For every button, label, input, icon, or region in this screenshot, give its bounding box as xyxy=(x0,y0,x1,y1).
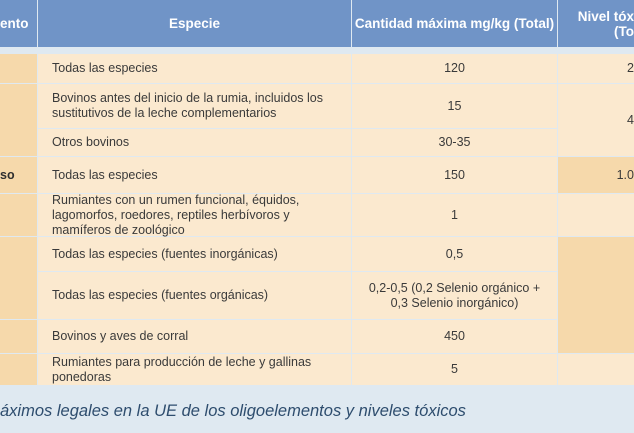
table-row-max: 150 xyxy=(352,157,557,193)
element-cell xyxy=(0,320,37,353)
element-cell: so xyxy=(0,157,37,193)
table-row-toxic xyxy=(558,194,634,236)
table-row-max: 0,5 xyxy=(352,237,557,271)
element-cell xyxy=(0,237,37,319)
table-row-max: 30-35 xyxy=(352,129,557,156)
table-row-max: 15 xyxy=(352,84,557,128)
toxic-value: 2 xyxy=(627,61,634,75)
max-value: 450 xyxy=(444,329,465,343)
table-row-species: Todas las especies (fuentes inorgánicas) xyxy=(38,237,351,271)
table-row-species: Rumiantes para producción de leche y gal… xyxy=(38,354,351,385)
max-value: 0,2-0,5 (0,2 Selenio orgánico + 0,3 Sele… xyxy=(368,280,541,310)
table-row-max: 5 xyxy=(352,354,557,385)
table-row-max: 1 xyxy=(352,194,557,236)
max-value: 150 xyxy=(444,167,465,182)
max-value: 30-35 xyxy=(438,135,471,149)
species-text: Bovinos antes del inicio de la rumia, in… xyxy=(52,91,323,120)
species-text: Todas las especies xyxy=(52,61,158,75)
header-max-amount: Cantidad máxima mg/kg (Total) xyxy=(352,0,557,47)
table-row-species: Otros bovinos xyxy=(38,129,351,156)
species-text: Rumiantes para producción de leche y gal… xyxy=(52,354,312,384)
element-cell xyxy=(0,84,37,156)
table-row-species: Todas las especies (fuentes orgánicas) xyxy=(38,272,351,319)
species-text: Otros bovinos xyxy=(52,135,130,149)
table-row-max: 120 xyxy=(352,54,557,83)
element-cell xyxy=(0,194,37,236)
header-max-label: Cantidad máxima mg/kg (Total) xyxy=(354,16,555,31)
max-value: 1 xyxy=(451,207,458,222)
table-row-max: 0,2-0,5 (0,2 Selenio orgánico + 0,3 Sele… xyxy=(352,272,557,319)
table-row-toxic: 2 xyxy=(558,54,634,83)
table-row-species: Bovinos y aves de corral xyxy=(38,320,351,353)
element-label: so xyxy=(0,167,15,182)
header-element: ento xyxy=(0,0,37,47)
element-cell xyxy=(0,54,37,83)
table-row-species: Rumiantes con un rumen funcional, équido… xyxy=(38,192,351,237)
table-row-toxic: 1.0 xyxy=(558,157,634,193)
species-text: Todas las especies (fuentes orgánicas) xyxy=(52,288,269,302)
table-row-toxic: 4 xyxy=(558,84,634,156)
header-species: Especie xyxy=(38,0,351,47)
header-toxic-line2: (To xyxy=(614,23,634,39)
table-caption: áximos legales en la UE de los oligoelem… xyxy=(0,402,466,420)
table-row-toxic xyxy=(558,237,634,353)
species-text: Todas las especies (fuentes inorgánicas) xyxy=(52,246,278,261)
species-text: Todas las especies xyxy=(52,167,158,182)
table-row-species: Todas las especies xyxy=(38,157,351,193)
header-species-label: Especie xyxy=(168,16,221,31)
header-toxic-level: Nivel tóx (To xyxy=(558,0,634,47)
table-row-species: Bovinos antes del inicio de la rumia, in… xyxy=(38,84,351,128)
toxic-value: 4 xyxy=(627,112,634,127)
table-row-toxic xyxy=(558,354,634,385)
max-value: 15 xyxy=(447,98,462,113)
table-row-max: 450 xyxy=(352,320,557,353)
table-row-species: Todas las especies xyxy=(38,54,351,83)
toxic-value: 1.0 xyxy=(616,167,634,182)
species-text: Rumiantes con un rumen funcional, équido… xyxy=(52,192,300,237)
max-value: 120 xyxy=(444,61,465,75)
element-cell xyxy=(0,354,37,385)
header-element-label: ento xyxy=(0,16,29,31)
max-value: 5 xyxy=(451,362,458,376)
header-toxic-line1: Nivel tóx xyxy=(577,8,634,24)
max-value: 0,5 xyxy=(445,246,464,261)
species-text: Bovinos y aves de corral xyxy=(52,329,189,343)
